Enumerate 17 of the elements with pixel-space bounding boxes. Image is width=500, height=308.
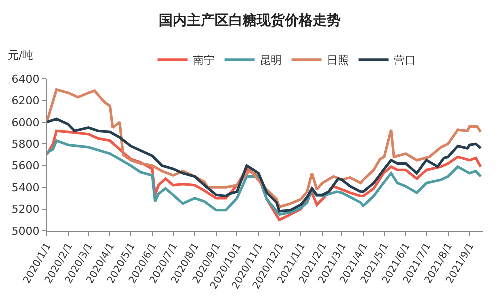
y-tick-label: 5400 <box>12 181 40 194</box>
chart-title: 国内主产区白糖现货价格走势 <box>159 12 341 30</box>
line-series <box>47 88 482 208</box>
legend-label: 营口 <box>394 54 416 68</box>
y-axis-title: 元/吨 <box>8 49 34 62</box>
y-tick-label: 6200 <box>12 94 40 108</box>
y-tick-label: 5600 <box>12 160 40 173</box>
legend-label: 昆明 <box>260 54 282 68</box>
line-series <box>47 118 482 213</box>
legend-label: 日照 <box>326 54 349 68</box>
y-tick-label: 5800 <box>12 138 40 151</box>
legend-label: 南宁 <box>192 54 215 68</box>
y-tick-label: 5200 <box>12 203 40 216</box>
line-series <box>47 140 482 216</box>
y-tick-label: 5000 <box>12 224 40 238</box>
y-tick-label: 6000 <box>12 116 40 130</box>
y-tick-label: 6400 <box>12 72 40 86</box>
